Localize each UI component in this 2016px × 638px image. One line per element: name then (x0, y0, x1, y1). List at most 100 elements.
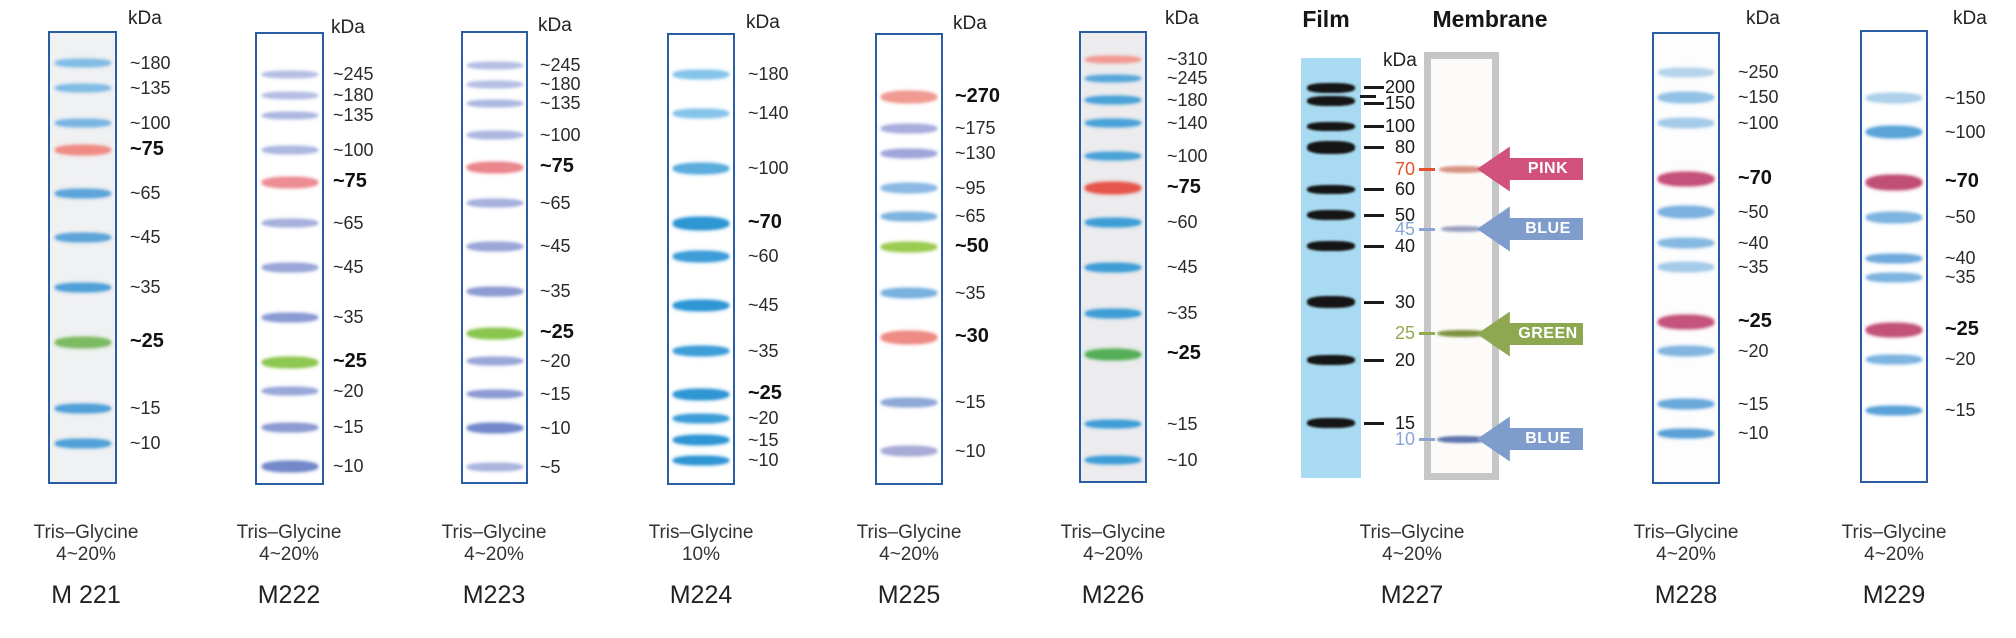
band-label: ~175 (955, 118, 996, 138)
band-label: ~15 (1738, 394, 1769, 414)
kda-unit-label: kDa (1953, 8, 1987, 29)
gel-band (1866, 253, 1922, 263)
marker-name: M223 (462, 581, 526, 609)
gel-type-caption: Tris–Glycine (236, 522, 342, 543)
band-label: ~35 (130, 277, 161, 297)
film-scale-tick (1364, 359, 1384, 362)
band-label: ~140 (1167, 113, 1208, 133)
gel-band (466, 286, 523, 296)
gel-band (54, 438, 111, 448)
band-label: ~15 (1945, 400, 1976, 420)
gel-band (54, 84, 111, 92)
film-band (1307, 355, 1355, 365)
membrane-link-tick (1419, 228, 1435, 231)
band-label: ~10 (540, 418, 571, 438)
gel-band (1866, 354, 1922, 364)
band-label: ~15 (1167, 414, 1198, 434)
film-scale-value: 40 (1394, 236, 1415, 256)
band-label: ~30 (955, 325, 989, 347)
band-label: ~20 (1945, 349, 1976, 369)
gel-band (673, 299, 729, 311)
band-label: ~35 (1738, 257, 1769, 277)
film-scale-tick (1364, 125, 1384, 128)
kda-unit-label: kDa (746, 12, 780, 33)
band-label: ~35 (540, 281, 571, 301)
band-label: ~65 (130, 183, 161, 203)
gel-band (881, 397, 937, 407)
marker-name: M229 (1862, 581, 1926, 609)
band-label: ~135 (130, 78, 171, 98)
gel-percent-caption: 4~20% (879, 544, 939, 565)
film-scale-value: 45 (1394, 219, 1415, 239)
film-scale-value: 70 (1394, 159, 1415, 179)
gel-band (1085, 348, 1141, 360)
gel-band (261, 422, 318, 432)
gel-band (1085, 308, 1141, 318)
band-label: ~35 (748, 341, 779, 361)
band-label: ~50 (1945, 207, 1976, 227)
band-label: ~180 (748, 64, 789, 84)
band-label: ~150 (1738, 87, 1779, 107)
gel-percent-caption: 4~20% (1656, 544, 1716, 565)
gel-band (881, 148, 937, 158)
band-label: ~270 (955, 85, 1001, 107)
kda-unit-label: kDa (1383, 50, 1417, 71)
gel-band (881, 446, 937, 456)
band-label: ~75 (333, 170, 367, 192)
kda-unit-label: kDa (538, 15, 572, 36)
gel-band (881, 242, 937, 252)
gel-band (466, 463, 523, 471)
membrane-link-tick (1419, 438, 1435, 441)
band-label: ~25 (1738, 310, 1772, 332)
gel-band (881, 288, 937, 298)
gel-band (261, 262, 318, 272)
gel-band (673, 413, 729, 423)
arrow-label: BLUE (1525, 430, 1571, 447)
film-title: Film (1302, 6, 1350, 32)
gel-band (466, 390, 523, 398)
film-scale-value: 150 (1384, 93, 1415, 113)
band-label: ~75 (540, 155, 574, 177)
band-label: ~65 (540, 193, 571, 213)
band-label: ~20 (1738, 341, 1769, 361)
band-label: ~180 (333, 85, 374, 105)
gel-band (673, 455, 729, 465)
band-label: ~45 (333, 257, 364, 277)
band-label: ~10 (955, 441, 986, 461)
gel-type-caption: Tris–Glycine (1359, 522, 1465, 543)
gel-percent-caption: 4~20% (56, 544, 116, 565)
band-label: ~15 (130, 398, 161, 418)
film-scale-tick (1360, 95, 1376, 98)
gel-percent-caption: 4~20% (464, 544, 524, 565)
gel-band (54, 282, 111, 292)
film-scale-tick (1364, 86, 1384, 89)
gel-type-caption: Tris–Glycine (441, 522, 547, 543)
film-scale-value: 50 (1394, 205, 1415, 225)
gel-band (1658, 118, 1714, 128)
film-scale-value: 30 (1394, 292, 1415, 312)
band-label: ~250 (1738, 62, 1779, 82)
band-label: ~35 (333, 307, 364, 327)
band-label: ~45 (1167, 257, 1198, 277)
band-label: ~100 (130, 113, 171, 133)
film-band (1307, 83, 1355, 93)
gel-band (261, 387, 318, 395)
gel-band (881, 330, 937, 344)
band-label: ~15 (748, 430, 779, 450)
band-label: ~45 (540, 236, 571, 256)
band-label: ~100 (1738, 113, 1779, 133)
band-label: ~20 (333, 381, 364, 401)
band-label: ~100 (1945, 122, 1986, 142)
band-label: ~15 (955, 392, 986, 412)
band-label: ~15 (333, 417, 364, 437)
gel-band (466, 423, 523, 433)
film-band (1307, 418, 1355, 428)
membrane-band (1438, 165, 1485, 173)
band-label: ~75 (1167, 176, 1201, 198)
gel-percent-caption: 4~20% (259, 544, 319, 565)
gel-band (673, 388, 729, 400)
gel-band (466, 61, 523, 69)
band-label: ~40 (1738, 233, 1769, 253)
film-scale-tick (1364, 146, 1384, 149)
film-band (1307, 96, 1355, 106)
